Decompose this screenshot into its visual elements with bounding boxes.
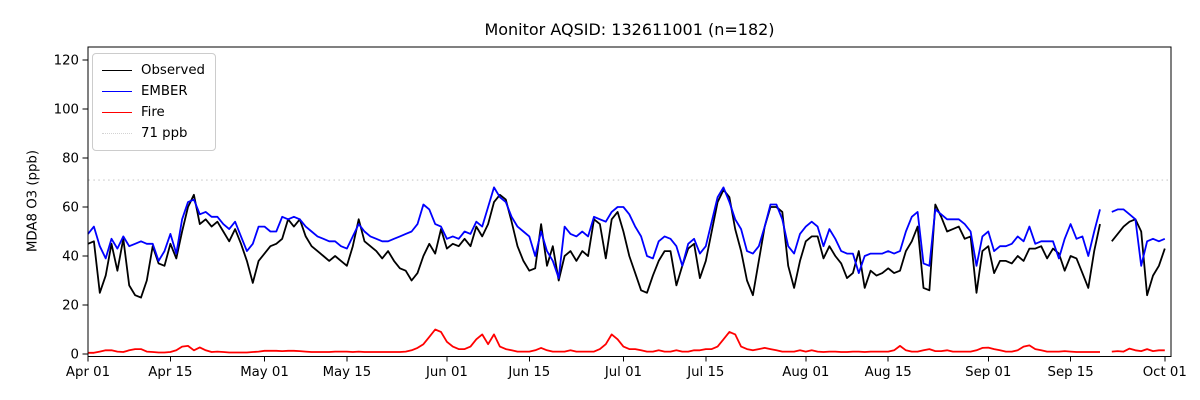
series-line-ember xyxy=(87,186,1166,279)
legend-entry-observed: Observed xyxy=(102,60,205,81)
x-tick-label: Jul 15 xyxy=(686,365,724,380)
y-tick-label: 60 xyxy=(62,201,79,216)
x-tick-label: May 01 xyxy=(240,365,289,380)
y-tick-label: 120 xyxy=(54,54,79,69)
x-tick-label: Apr 15 xyxy=(148,365,192,380)
legend-line-ember-icon xyxy=(102,91,132,92)
legend-entry-fire: Fire xyxy=(102,102,205,123)
chart-title: Monitor AQSID: 132611001 (n=182) xyxy=(484,20,775,39)
series-line-fire xyxy=(88,328,1165,354)
x-tick-label: Sep 15 xyxy=(1048,365,1094,380)
legend-label-threshold: 71 ppb xyxy=(141,125,188,141)
x-tick-label: Aug 15 xyxy=(865,365,912,380)
x-tick-label: Jul 01 xyxy=(604,365,642,380)
x-tick-label: Jun 15 xyxy=(507,365,550,380)
x-tick-label: Apr 01 xyxy=(66,365,110,380)
legend-line-observed-icon xyxy=(102,70,132,71)
x-tick-label: Sep 01 xyxy=(965,365,1011,380)
y-tick-label: 20 xyxy=(62,299,79,314)
x-tick-label: Oct 01 xyxy=(1143,365,1187,380)
legend-label-observed: Observed xyxy=(141,62,205,78)
x-tick-label: May 15 xyxy=(323,365,372,380)
legend-box: Observed EMBER Fire 71 ppb xyxy=(92,53,216,151)
legend-label-ember: EMBER xyxy=(141,83,188,99)
plot-frame xyxy=(87,46,1172,357)
legend-line-fire-icon xyxy=(102,112,132,113)
legend-entry-threshold: 71 ppb xyxy=(102,123,205,144)
y-tick-label: 100 xyxy=(54,103,79,118)
legend-label-fire: Fire xyxy=(141,104,165,120)
legend-line-threshold-icon xyxy=(102,133,132,134)
x-tick-label: Jun 01 xyxy=(425,365,468,380)
y-tick-label: 40 xyxy=(62,250,79,265)
y-axis-label: MDA8 O3 (ppb) xyxy=(25,149,41,253)
y-tick-label: 80 xyxy=(62,152,79,167)
legend-entry-ember: EMBER xyxy=(102,81,205,102)
y-tick-label: 0 xyxy=(71,348,79,363)
series-line-observed xyxy=(87,188,1166,299)
x-tick-label: Aug 01 xyxy=(782,365,829,380)
